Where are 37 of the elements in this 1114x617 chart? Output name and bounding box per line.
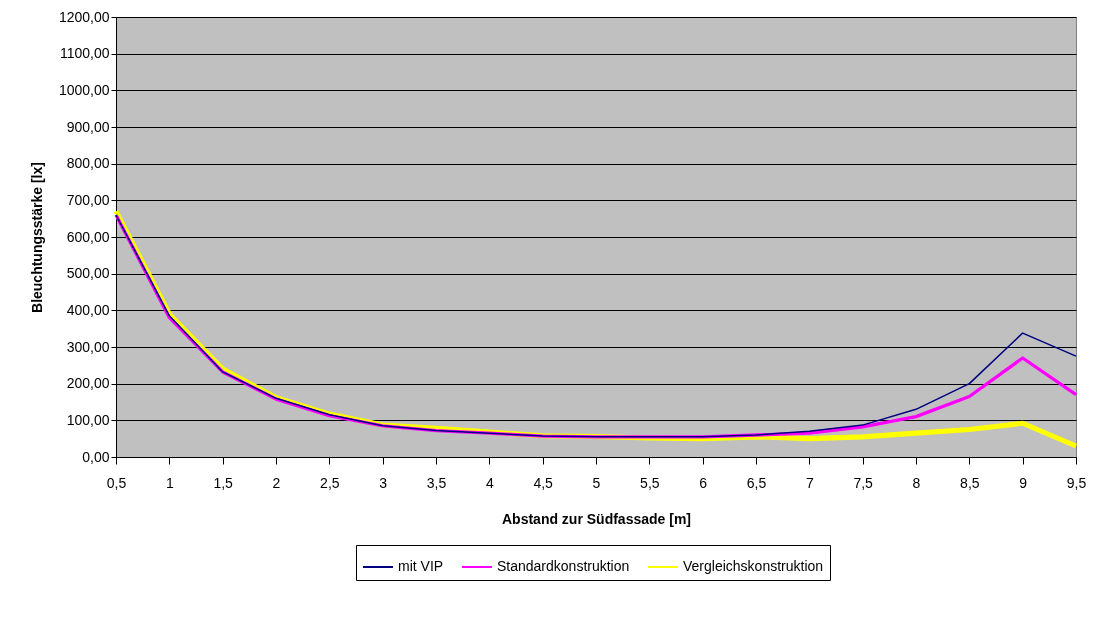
x-tick-label: 5,5 [640, 474, 660, 491]
x-tick-label: 7 [805, 474, 814, 491]
x-tick-label: 8,5 [960, 474, 980, 491]
x-tick-label: 9 [1019, 474, 1028, 491]
x-tick-label: 0,5 [106, 474, 127, 491]
x-tick-label: 2 [272, 474, 281, 491]
y-tick-label: 1000,00 [58, 81, 110, 98]
x-tick-label: 3 [379, 474, 388, 491]
x-tick-label: 7,5 [853, 474, 874, 491]
x-tick-label: 3,5 [426, 474, 447, 491]
y-tick-label: 900,00 [66, 118, 110, 135]
x-tick-label: 8 [912, 474, 921, 491]
y-tick-label: 400,00 [66, 301, 110, 318]
y-tick-label: 1100,00 [59, 45, 110, 62]
y-tick-label: 500,00 [66, 265, 110, 282]
x-tick-label: 1,5 [213, 474, 234, 491]
x-tick-label: 4,5 [533, 474, 554, 491]
y-tick-label: 600,00 [66, 228, 110, 245]
x-tick-label: 6,5 [746, 474, 767, 491]
x-tick-label: 2,5 [320, 474, 340, 491]
x-tick-label: 6 [699, 474, 708, 491]
x-tick-label: 1 [165, 474, 174, 491]
y-tick-label: 200,00 [66, 375, 110, 392]
x-tick-label: 9,5 [1066, 474, 1087, 491]
x-tick-label: 4 [485, 474, 494, 491]
y-tick-label: 0,00 [82, 448, 110, 465]
y-tick-label: 1200,00 [58, 8, 110, 25]
legend-label: Vergleichskonstruktion [683, 558, 824, 574]
legend-label: mit VIP [398, 558, 444, 574]
y-tick-label: 800,00 [66, 155, 110, 172]
x-tick-label: 5 [592, 474, 601, 491]
y-tick-label: 100,00 [66, 411, 110, 428]
y-tick-label: 300,00 [66, 338, 110, 355]
x-axis-title: Abstand zur Südfassade [m] [501, 510, 692, 527]
y-axis-title: Bleuchtungsstärke [lx] [28, 162, 45, 313]
y-tick-label: 700,00 [66, 191, 110, 208]
legend-label: Standardkonstruktion [497, 558, 630, 574]
